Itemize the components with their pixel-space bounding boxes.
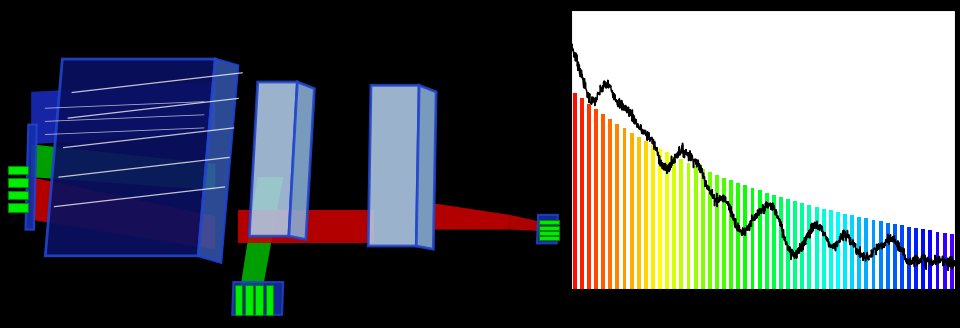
Bar xyxy=(914,228,918,289)
Bar xyxy=(786,199,790,289)
Polygon shape xyxy=(537,215,558,243)
Polygon shape xyxy=(289,82,314,239)
Polygon shape xyxy=(31,177,215,249)
Bar xyxy=(9,203,29,212)
Bar xyxy=(722,177,726,289)
Bar xyxy=(665,152,669,289)
Bar xyxy=(573,93,577,289)
Bar xyxy=(9,178,29,187)
Bar xyxy=(828,210,832,289)
Polygon shape xyxy=(433,203,510,230)
Bar xyxy=(587,104,590,289)
Bar xyxy=(857,217,861,289)
X-axis label: Wavelength (Å): Wavelength (Å) xyxy=(709,317,817,328)
Bar xyxy=(851,215,854,289)
Bar xyxy=(864,218,869,289)
Bar xyxy=(836,212,840,289)
Bar xyxy=(540,220,559,224)
Bar xyxy=(893,224,897,289)
Polygon shape xyxy=(31,144,215,190)
Polygon shape xyxy=(238,210,314,243)
Bar xyxy=(928,231,932,289)
Bar xyxy=(793,201,797,289)
Bar xyxy=(815,207,819,289)
Bar xyxy=(907,227,911,289)
Bar xyxy=(686,163,690,289)
Bar xyxy=(644,141,648,289)
Bar xyxy=(622,128,627,289)
Bar xyxy=(651,145,655,289)
Polygon shape xyxy=(250,82,298,236)
Bar xyxy=(594,109,598,289)
Bar xyxy=(9,191,29,199)
Bar xyxy=(245,285,252,315)
Bar xyxy=(765,193,769,289)
Bar xyxy=(715,175,719,289)
Bar xyxy=(636,137,640,289)
Bar xyxy=(900,225,904,289)
Bar xyxy=(708,172,711,289)
Polygon shape xyxy=(417,85,436,249)
Y-axis label: Intensity (arb. units): Intensity (arb. units) xyxy=(506,86,519,213)
Bar xyxy=(609,119,612,289)
Bar xyxy=(801,203,804,289)
Bar xyxy=(701,169,705,289)
Bar xyxy=(255,285,263,315)
Bar xyxy=(943,233,947,289)
Bar xyxy=(936,232,940,289)
Polygon shape xyxy=(369,85,420,246)
Bar xyxy=(743,185,748,289)
Bar xyxy=(680,159,684,289)
Bar xyxy=(630,133,634,289)
Bar xyxy=(772,195,776,289)
Bar xyxy=(9,166,29,174)
Bar xyxy=(601,114,605,289)
Polygon shape xyxy=(241,177,283,285)
Bar xyxy=(872,220,876,289)
Bar xyxy=(757,190,761,289)
Polygon shape xyxy=(31,82,215,144)
Bar xyxy=(779,197,783,289)
Bar xyxy=(736,183,740,289)
Polygon shape xyxy=(314,210,373,243)
Bar xyxy=(949,234,953,289)
Bar xyxy=(540,226,559,230)
Polygon shape xyxy=(45,59,215,256)
Bar xyxy=(694,166,698,289)
Bar xyxy=(807,205,811,289)
Polygon shape xyxy=(198,59,238,262)
Bar xyxy=(266,285,273,315)
Polygon shape xyxy=(26,125,36,230)
Bar xyxy=(615,124,619,289)
Bar xyxy=(235,285,243,315)
Polygon shape xyxy=(510,215,546,231)
Bar xyxy=(540,236,559,240)
Polygon shape xyxy=(232,282,283,315)
Bar xyxy=(843,214,847,289)
Bar xyxy=(540,231,559,235)
Bar xyxy=(878,221,882,289)
Bar xyxy=(730,180,733,289)
Bar xyxy=(822,209,826,289)
Bar xyxy=(922,229,925,289)
Bar xyxy=(672,156,676,289)
Bar xyxy=(886,223,890,289)
Bar xyxy=(580,98,584,289)
Bar xyxy=(751,188,755,289)
Bar xyxy=(658,149,662,289)
